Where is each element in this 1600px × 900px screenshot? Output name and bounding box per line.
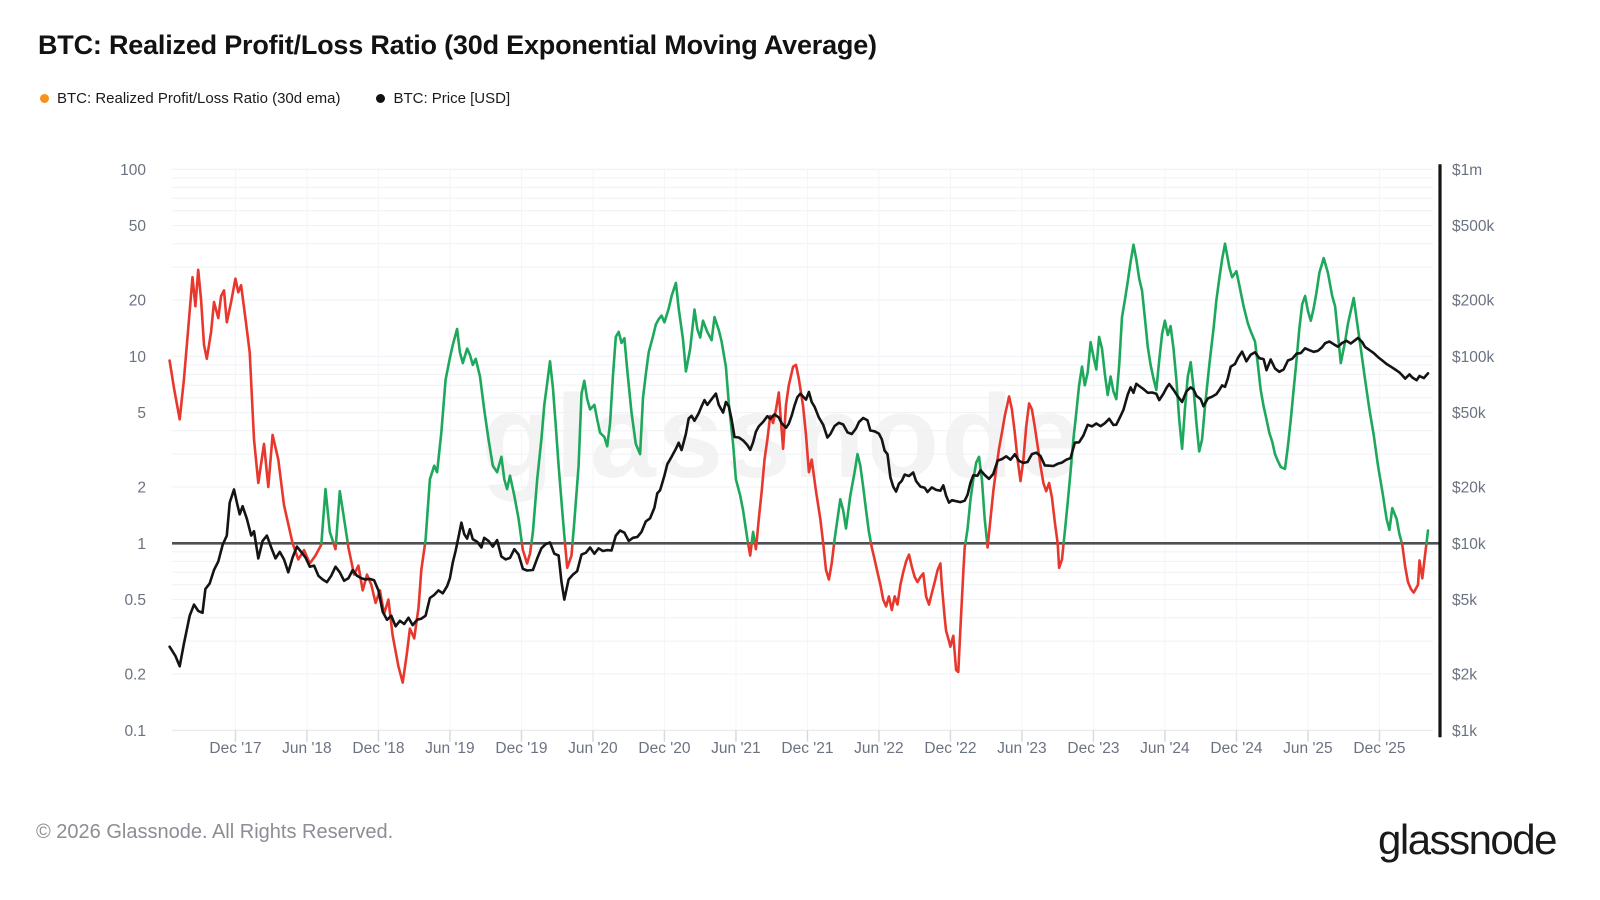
ratio-line-above-1 <box>964 455 989 545</box>
x-axis-label: Dec '18 <box>352 740 404 757</box>
ratio-line-above-1 <box>334 489 350 545</box>
x-axis-label: Dec '24 <box>1210 740 1262 757</box>
ratio-line-above-1 <box>832 452 873 545</box>
x-axis-label: Dec '23 <box>1067 740 1119 757</box>
ratio-line-above-1 <box>320 487 335 545</box>
x-axis-label: Dec '22 <box>924 740 976 757</box>
y-axis-right-label: $1k <box>1452 723 1477 740</box>
legend-item-ratio[interactable]: BTC: Realized Profit/Loss Ratio (30d ema… <box>40 90 340 107</box>
y-axis-left-label: 10 <box>129 349 147 366</box>
x-axis-label: Jun '25 <box>1283 740 1333 757</box>
ratio-line-above-1 <box>571 281 750 545</box>
x-axis-label: Jun '21 <box>711 740 761 757</box>
x-axis-label: Dec '20 <box>638 740 690 757</box>
y-axis-right-label: $50k <box>1452 405 1486 422</box>
legend-label-price: BTC: Price [USD] <box>393 90 511 107</box>
x-axis-label: Jun '23 <box>997 740 1047 757</box>
ratio-line-above-1 <box>750 530 757 545</box>
x-axis-label: Dec '17 <box>209 740 261 757</box>
y-axis-left-label: 50 <box>129 218 147 235</box>
ratio-line-below-1 <box>746 542 753 557</box>
y-axis-right-label: $500k <box>1452 218 1494 235</box>
x-axis-label: Jun '19 <box>425 740 475 757</box>
ratio-line-below-1 <box>986 395 1065 570</box>
ratio-line-below-1 <box>1400 542 1428 594</box>
copyright-text: © 2026 Glassnode. All Rights Reserved. <box>36 821 394 843</box>
ratio-line-below-1 <box>332 542 338 551</box>
y-axis-right-label: $5k <box>1452 592 1477 609</box>
legend-label-ratio: BTC: Realized Profit/Loss Ratio (30d ema… <box>57 90 341 107</box>
legend-item-price[interactable]: BTC: Price [USD] <box>376 90 510 107</box>
y-axis-left-label: 20 <box>129 293 147 310</box>
y-axis-left-label: 0.2 <box>124 667 146 684</box>
chart-legend: BTC: Realized Profit/Loss Ratio (30d ema… <box>40 90 510 107</box>
x-axis-label: Jun '24 <box>1140 740 1190 757</box>
y-axis-left-label: 0.5 <box>124 592 146 609</box>
y-axis-right-label: $2k <box>1452 667 1477 684</box>
x-axis-label: Jun '18 <box>282 740 332 757</box>
y-axis-right-label: $100k <box>1452 349 1494 366</box>
ratio-line-below-1 <box>755 363 836 581</box>
ratio-line-below-1 <box>520 542 533 565</box>
ratio-line-above-1 <box>530 360 567 545</box>
x-axis-label: Dec '19 <box>495 740 547 757</box>
ratio-line-below-1 <box>869 542 967 674</box>
y-axis-left-label: 100 <box>120 162 146 179</box>
x-axis-label: Jun '20 <box>568 740 618 757</box>
legend-dot-price-icon <box>376 94 386 103</box>
y-axis-right-label: $10k <box>1452 536 1486 553</box>
ratio-line-below-1 <box>753 542 758 551</box>
y-axis-right-label: $1m <box>1452 162 1482 179</box>
y-axis-left-label: 1 <box>137 536 146 553</box>
page-title: BTC: Realized Profit/Loss Ratio (30d Exp… <box>38 30 877 60</box>
y-axis-left-label: 2 <box>137 480 146 497</box>
y-axis-left-label: 5 <box>137 405 146 422</box>
y-axis-left-label: 0.1 <box>124 723 146 740</box>
x-axis-label: Dec '21 <box>781 740 833 757</box>
ratio-line-above-1 <box>423 327 524 545</box>
glassnode-logo: glassnode <box>1378 816 1557 863</box>
ratio-line-above-1 <box>1062 242 1404 545</box>
x-axis-label: Dec '25 <box>1353 740 1405 757</box>
price-line <box>168 336 1430 668</box>
ratio-line-below-1 <box>985 542 990 549</box>
x-axis-label: Jun '22 <box>854 740 904 757</box>
ratio-line-below-1 <box>563 542 574 570</box>
ratio-line-above-1 <box>1425 529 1430 545</box>
legend-dot-ratio-icon <box>40 94 49 103</box>
y-axis-right-label: $200k <box>1452 293 1494 310</box>
ratio-line-below-1 <box>168 268 323 565</box>
ratio-line-below-1 <box>346 542 427 684</box>
y-axis-right-label: $20k <box>1452 480 1486 497</box>
